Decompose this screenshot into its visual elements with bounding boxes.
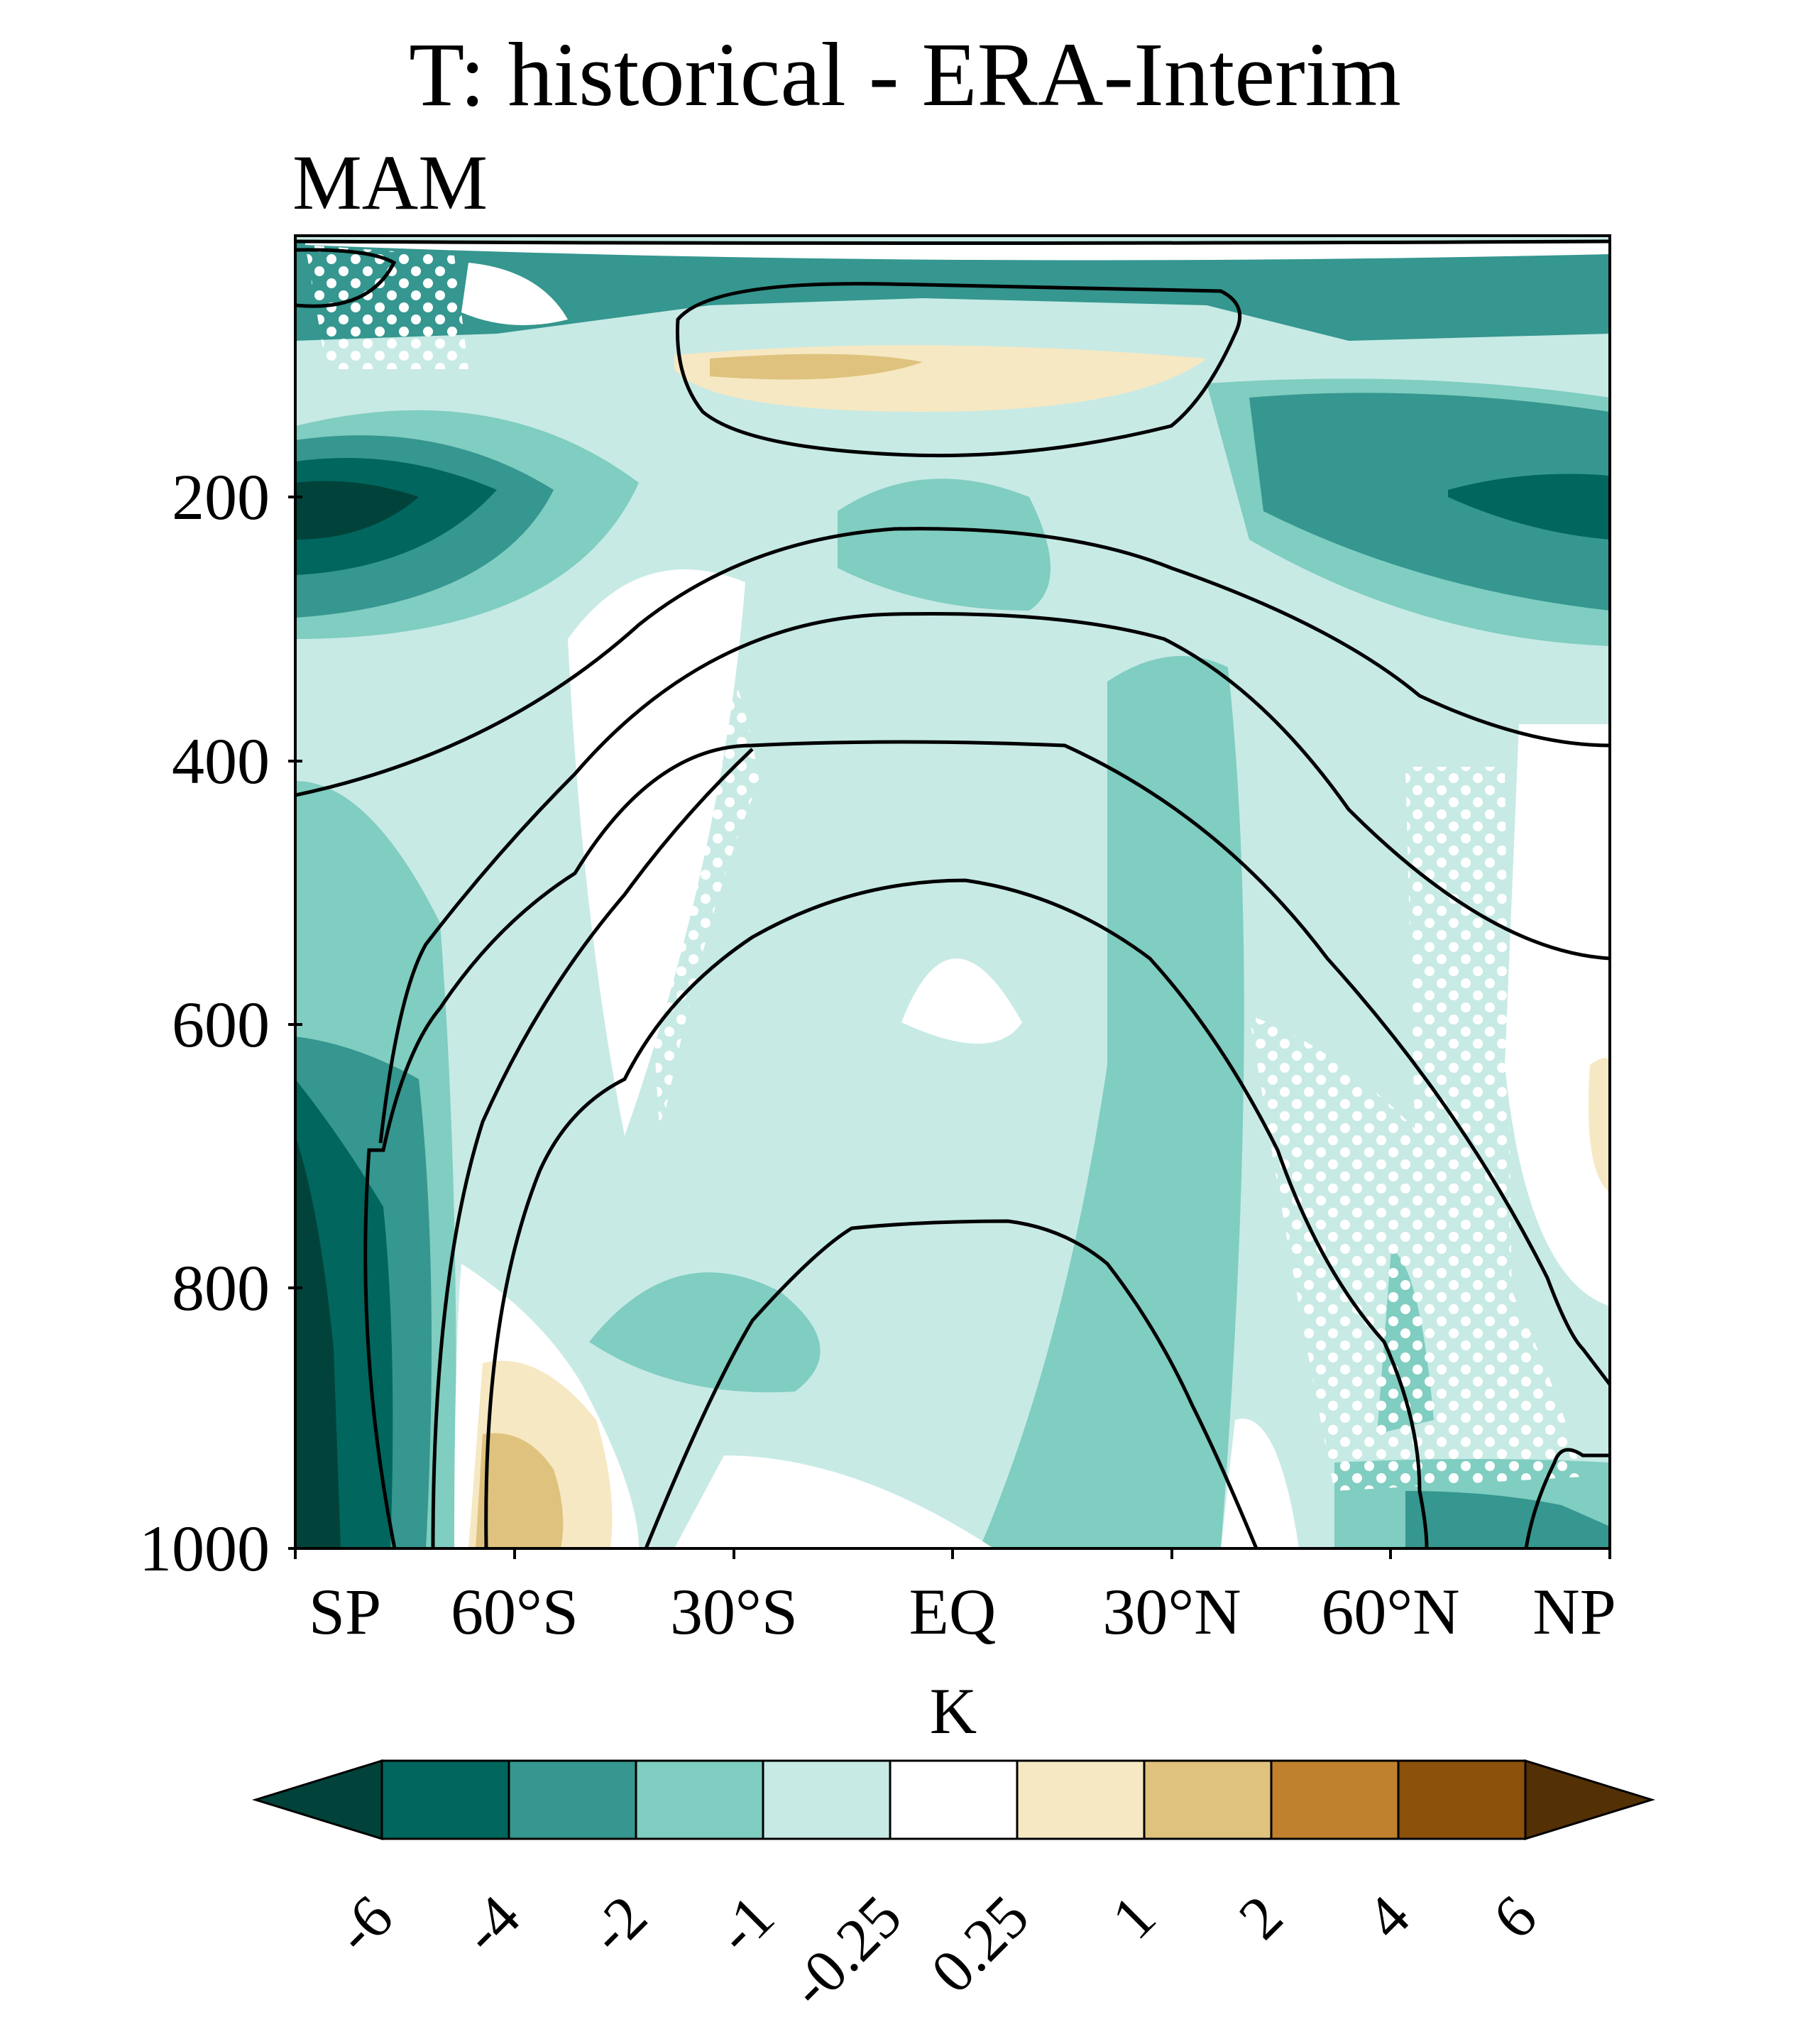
y-tick-label: 1000 <box>139 1512 270 1585</box>
y-tick-label: 400 <box>172 725 270 797</box>
colorbar-bin <box>1143 1759 1273 1840</box>
y-tick-label: 200 <box>172 461 270 533</box>
season-label: MAM <box>292 139 488 226</box>
colorbar <box>251 1759 1656 1841</box>
colorbar-bin <box>1397 1759 1527 1840</box>
colorbar-bin <box>889 1759 1019 1840</box>
x-tick-label: NP <box>1532 1575 1616 1648</box>
y-tick-label: 800 <box>172 1252 270 1324</box>
colorbar-bin <box>762 1759 892 1840</box>
x-tick-label: 60°S <box>451 1575 578 1648</box>
x-tick-label: EQ <box>909 1575 997 1648</box>
x-tick-label: SP <box>308 1575 382 1648</box>
x-tick-label: 30°S <box>670 1575 798 1648</box>
colorbar-bin <box>380 1759 510 1840</box>
x-tick-label: 60°N <box>1321 1575 1460 1648</box>
x-tick-label: 30°N <box>1102 1575 1241 1648</box>
colorbar-bin <box>635 1759 764 1840</box>
colorbar-bin <box>1016 1759 1146 1840</box>
y-tick-label: 600 <box>172 988 270 1061</box>
chart-title: T: historical - ERA-Interim <box>409 24 1401 125</box>
colorbar-extend-low <box>251 1759 383 1841</box>
colorbar-bin <box>1270 1759 1400 1840</box>
colorbar-title: K <box>929 1675 977 1747</box>
x-ticks <box>294 1548 1611 1559</box>
contour-lines <box>295 239 1610 1548</box>
colorbar-bin <box>508 1759 637 1840</box>
colorbar-extend-high <box>1524 1759 1656 1841</box>
filled-contours <box>295 236 1610 1548</box>
